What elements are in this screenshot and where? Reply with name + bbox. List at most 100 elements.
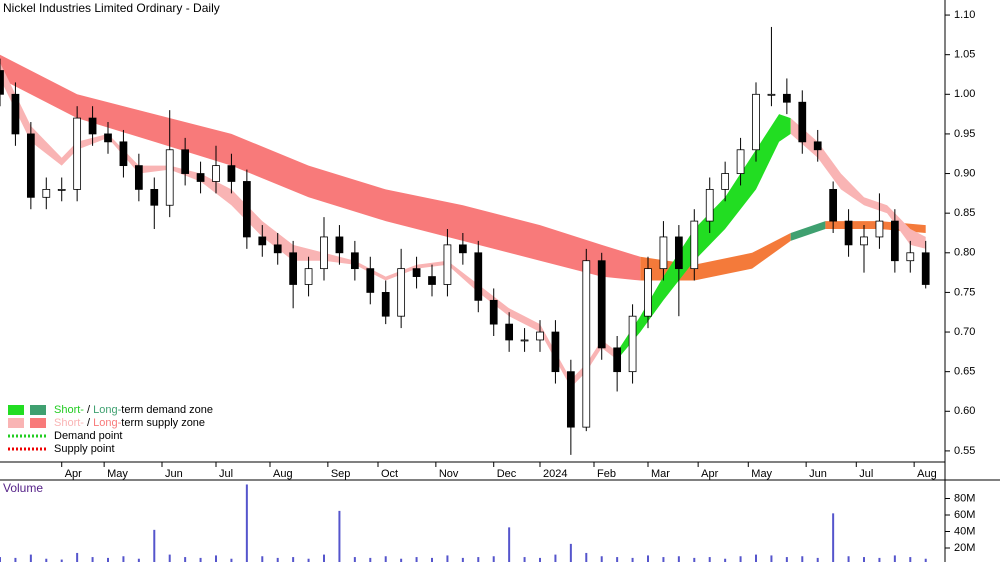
x-tick-label: Mar <box>651 468 670 480</box>
candle-body <box>659 236 668 270</box>
x-tick-label: May <box>751 468 772 480</box>
volume-bar <box>539 557 541 562</box>
volume-bar <box>461 557 464 562</box>
candle-body <box>458 244 467 254</box>
y-tick-label: 0.85 <box>954 207 975 219</box>
volume-bar <box>323 554 325 562</box>
candle-body <box>242 181 251 238</box>
volume-bar <box>91 557 94 562</box>
zone-band <box>617 114 791 360</box>
candle-body <box>860 236 868 246</box>
volume-bar <box>14 557 17 562</box>
x-tick-label: Oct <box>381 468 398 480</box>
x-tick-label: Sep <box>331 468 351 480</box>
volume-bar <box>755 554 757 562</box>
volume-bar <box>770 555 773 562</box>
candle-body <box>767 93 776 96</box>
volume-bar <box>45 558 48 562</box>
candle-body <box>350 252 359 270</box>
volume-bar <box>878 557 881 562</box>
candle-body <box>628 315 637 373</box>
x-tick-label: Aug <box>917 468 937 480</box>
volume-bar <box>863 557 865 562</box>
candle-body <box>443 244 452 285</box>
candle-body <box>150 188 159 206</box>
zone-band <box>0 54 641 281</box>
volume-bar <box>199 557 202 562</box>
y-tick-label: 0.60 <box>954 405 975 417</box>
volume-bar <box>477 557 480 562</box>
volume-bar <box>29 554 32 562</box>
candle-body <box>520 339 529 342</box>
legend-text: / <box>84 417 93 429</box>
candle-body <box>289 252 298 285</box>
x-tick-label: Nov <box>439 468 459 480</box>
volume-bar <box>215 555 217 562</box>
y-tick-label: 0.65 <box>954 366 975 378</box>
candle-body <box>397 268 406 317</box>
candle-body <box>474 252 483 301</box>
volume-bar <box>724 558 727 562</box>
candle-body <box>73 117 82 190</box>
candle-body <box>335 236 344 254</box>
volume-bar <box>816 557 819 562</box>
x-tick-label: May <box>107 468 128 480</box>
candle-body <box>366 268 375 293</box>
volume-bar <box>677 556 680 562</box>
volume-panel: 20M 40M 60M 80M <box>0 484 975 562</box>
candle-body <box>829 188 838 222</box>
x-tick-label: Dec <box>497 468 517 480</box>
y-tick-label: 0.90 <box>954 167 975 179</box>
candle-body <box>212 165 220 182</box>
candles <box>0 26 930 455</box>
candle-body <box>813 141 822 151</box>
y-tick-label: 1.10 <box>954 9 975 21</box>
legend-swatch <box>30 405 46 415</box>
volume-bar <box>0 557 1 562</box>
candle-body <box>104 133 112 143</box>
candle-body <box>597 260 606 349</box>
candle-body <box>412 268 421 277</box>
x-tick-label: Jun <box>165 468 183 480</box>
candle-body <box>921 252 930 285</box>
legend-text: Short- <box>54 404 84 416</box>
volume-bar <box>785 557 788 562</box>
candle-body <box>320 236 328 270</box>
x-tick-label: Aug <box>273 468 293 480</box>
candle-body <box>304 268 313 285</box>
volume-bar <box>647 555 649 562</box>
volume-bar <box>909 557 912 562</box>
x-tick-label: Apr <box>701 468 718 480</box>
candle-body <box>428 276 436 285</box>
legend-swatch <box>8 418 24 428</box>
candle-body <box>674 236 683 270</box>
y-tick-label: 1.05 <box>954 49 975 61</box>
volume-bar <box>492 556 495 562</box>
volume-bar <box>924 558 927 562</box>
legend-label: Supply point <box>54 443 115 455</box>
volume-bar <box>107 557 109 562</box>
volume-tick-label: 80M <box>954 492 975 504</box>
candle-body <box>906 252 915 262</box>
volume-bar <box>801 556 804 562</box>
candle-body <box>57 188 66 191</box>
volume-bar <box>384 556 387 562</box>
volume-bar <box>693 557 696 562</box>
legend-text: Demand point <box>54 430 123 442</box>
volume-bar <box>400 558 403 562</box>
y-tick-label: 1.00 <box>954 88 975 100</box>
x-tick-label: Jul <box>859 468 873 480</box>
volume-bar <box>122 556 125 562</box>
candle-body <box>88 117 97 135</box>
x-tick-label: Feb <box>597 468 616 480</box>
legend-swatch <box>8 405 24 415</box>
legend-text: Long- <box>93 404 121 416</box>
candle-body <box>536 331 544 341</box>
candle-body <box>505 323 514 341</box>
candle-body <box>890 220 899 262</box>
candle-body <box>582 260 591 428</box>
legend-label: Demand point <box>54 430 123 442</box>
